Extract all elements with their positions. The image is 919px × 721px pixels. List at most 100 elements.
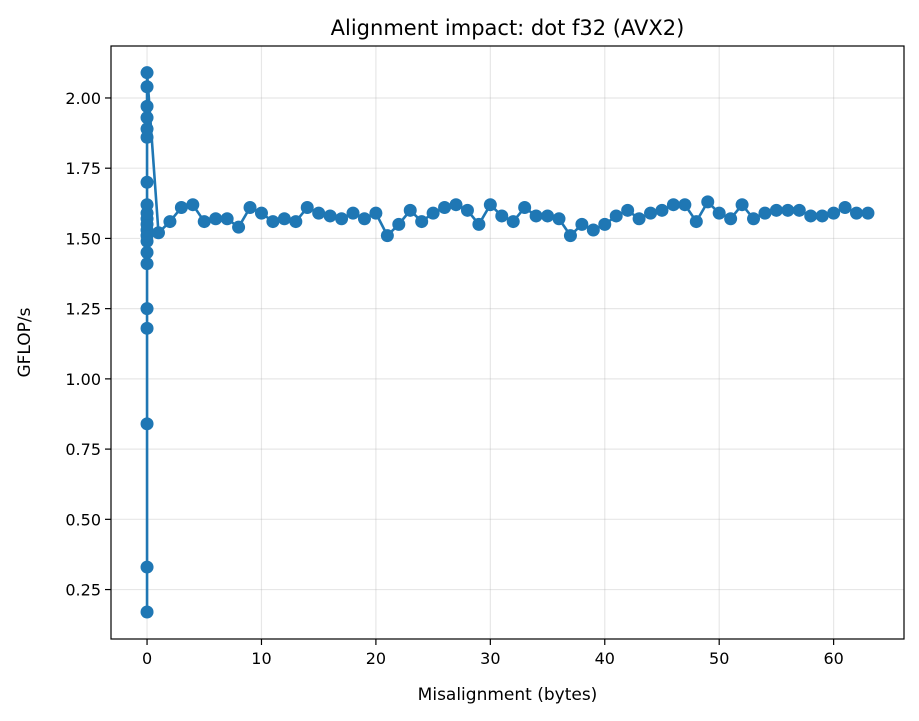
- data-point: [140, 111, 154, 125]
- data-point: [483, 198, 497, 212]
- data-point: [781, 203, 795, 217]
- data-point: [335, 212, 349, 226]
- x-tick-label: 50: [709, 649, 729, 668]
- data-point: [701, 195, 715, 209]
- data-point: [747, 212, 761, 226]
- data-point: [655, 203, 669, 217]
- data-point: [506, 215, 520, 229]
- data-point: [403, 203, 417, 217]
- y-tick-label: 2.00: [65, 89, 101, 108]
- ticks: 0 10 20 30 40 50 60 0.25 0.50 0.75 1.00 1.25 1.50 1.7…: [65, 89, 843, 668]
- data-point: [712, 206, 726, 220]
- data-point: [861, 206, 875, 220]
- data-point: [151, 226, 165, 240]
- data-point: [357, 212, 371, 226]
- data-point: [758, 206, 772, 220]
- data-point: [632, 212, 646, 226]
- y-tick-label: 0.25: [65, 581, 101, 600]
- x-tick-label: 60: [823, 649, 843, 668]
- data-point: [438, 201, 452, 215]
- data-point: [140, 80, 154, 94]
- data-point: [689, 215, 703, 229]
- data-point: [232, 220, 246, 234]
- data-point: [804, 209, 818, 223]
- data-point: [838, 201, 852, 215]
- data-point: [472, 217, 486, 231]
- plot-frame: [110, 45, 905, 640]
- data-point: [140, 99, 154, 113]
- data-point: [460, 203, 474, 217]
- data-point: [140, 302, 154, 316]
- y-tick-label: 1.00: [65, 370, 101, 389]
- x-tick-label: 30: [480, 649, 500, 668]
- data-point: [529, 209, 543, 223]
- data-point: [552, 212, 566, 226]
- data-point: [140, 122, 154, 136]
- series-dot-f32: [140, 66, 875, 619]
- y-tick-label: 0.75: [65, 440, 101, 459]
- data-point: [609, 209, 623, 223]
- data-point: [850, 206, 864, 220]
- data-point: [197, 215, 211, 229]
- data-point: [140, 66, 154, 80]
- data-point: [220, 212, 234, 226]
- y-tick-label: 0.50: [65, 510, 101, 529]
- data-point: [266, 215, 280, 229]
- data-point: [140, 560, 154, 574]
- x-tick-label: 20: [366, 649, 386, 668]
- data-point: [346, 206, 360, 220]
- data-point: [140, 605, 154, 619]
- chart-title: Alignment impact: dot f32 (AVX2): [331, 16, 685, 40]
- data-point: [140, 175, 154, 189]
- data-point: [312, 206, 326, 220]
- data-point: [735, 198, 749, 212]
- data-point: [140, 198, 154, 212]
- data-point: [563, 229, 577, 243]
- data-point: [541, 209, 555, 223]
- x-tick-label: 40: [595, 649, 615, 668]
- data-point: [586, 223, 600, 237]
- data-point: [598, 217, 612, 231]
- x-axis-label: Misalignment (bytes): [418, 685, 598, 705]
- data-point: [792, 203, 806, 217]
- data-point: [289, 215, 303, 229]
- data-point: [449, 198, 463, 212]
- data-point: [186, 198, 200, 212]
- data-point: [621, 203, 635, 217]
- data-point: [369, 206, 383, 220]
- x-tick-label: 10: [251, 649, 271, 668]
- data-point: [163, 215, 177, 229]
- data-point: [518, 201, 532, 215]
- x-tick-label: 0: [142, 649, 152, 668]
- y-tick-label: 1.75: [65, 159, 101, 178]
- data-point: [300, 201, 314, 215]
- data-point: [392, 217, 406, 231]
- data-point: [140, 245, 154, 259]
- data-point: [575, 217, 589, 231]
- data-point: [380, 229, 394, 243]
- data-point: [243, 201, 257, 215]
- y-tick-label: 1.25: [65, 300, 101, 319]
- data-point: [678, 198, 692, 212]
- data-point: [140, 417, 154, 431]
- data-point: [666, 198, 680, 212]
- data-point: [827, 206, 841, 220]
- data-point: [174, 201, 188, 215]
- data-point: [323, 209, 337, 223]
- grid: [111, 46, 904, 639]
- data-point: [254, 206, 268, 220]
- data-point: [644, 206, 658, 220]
- data-point: [277, 212, 291, 226]
- y-axis-label: GFLOP/s: [15, 307, 35, 377]
- data-point: [815, 209, 829, 223]
- data-point: [209, 212, 223, 226]
- data-point: [724, 212, 738, 226]
- data-point: [495, 209, 509, 223]
- data-point: [426, 206, 440, 220]
- data-point: [415, 215, 429, 229]
- series-line: [145, 71, 868, 613]
- y-tick-label: 1.50: [65, 229, 101, 248]
- data-point: [140, 321, 154, 335]
- data-point: [769, 203, 783, 217]
